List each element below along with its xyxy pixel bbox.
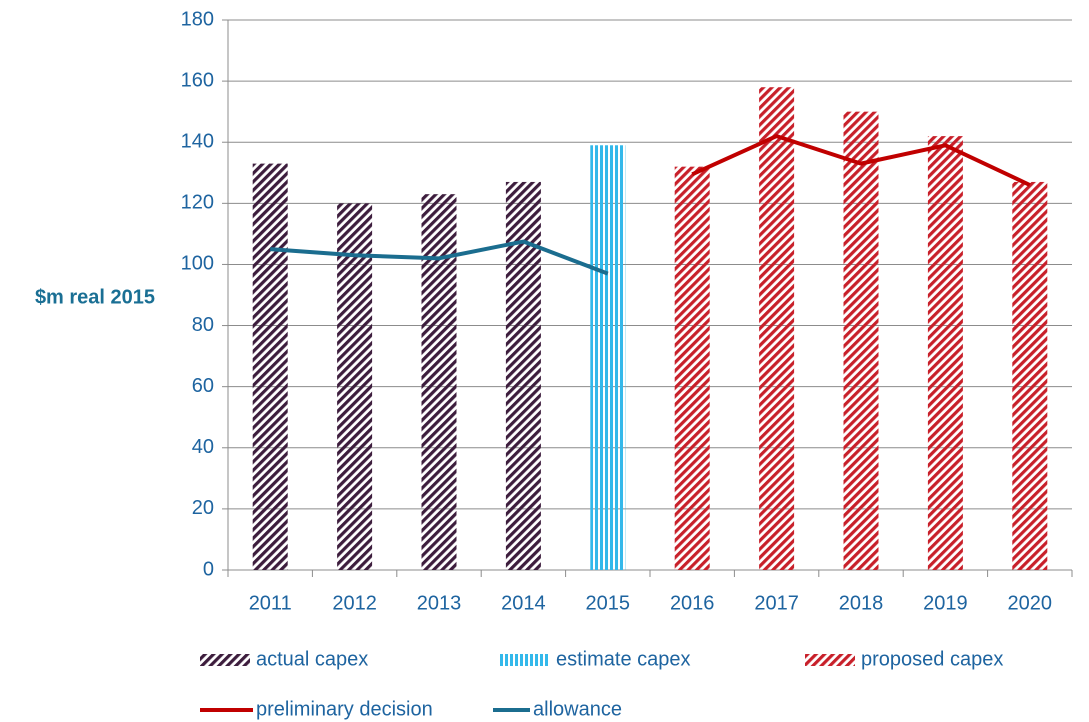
x-tick-label: 2011 <box>249 592 292 614</box>
bar <box>927 136 963 570</box>
legend-label: preliminary decision <box>256 698 433 720</box>
x-tick-label: 2015 <box>586 592 631 614</box>
y-tick-label: 180 <box>181 8 214 30</box>
y-tick-label: 80 <box>192 314 214 336</box>
y-tick-label: 20 <box>192 497 214 519</box>
bar <box>337 203 373 571</box>
bar <box>421 194 457 570</box>
x-tick-label: 2013 <box>417 592 462 614</box>
y-tick-label: 100 <box>181 253 214 275</box>
y-tick-label: 40 <box>192 436 214 458</box>
y-tick-label: 0 <box>203 558 214 580</box>
x-tick-label: 2019 <box>923 592 968 614</box>
legend-label: allowance <box>533 698 622 720</box>
legend-label: actual capex <box>256 648 368 670</box>
y-axis-title: $m real 2015 <box>35 286 155 308</box>
legend-swatch <box>200 654 250 666</box>
bar <box>252 163 288 570</box>
line <box>691 134 1031 187</box>
line <box>270 239 609 276</box>
y-tick-label: 140 <box>181 131 214 153</box>
legend-label: proposed capex <box>861 648 1003 670</box>
y-tick-label: 120 <box>181 192 214 214</box>
y-tick-label: 160 <box>181 69 214 91</box>
x-tick-label: 2014 <box>501 592 546 614</box>
bar <box>843 111 879 571</box>
x-tick-label: 2018 <box>839 592 884 614</box>
bar <box>590 145 626 570</box>
bar <box>1012 181 1048 570</box>
bar <box>759 87 795 570</box>
x-tick-label: 2017 <box>754 592 799 614</box>
legend-swatch <box>805 654 855 666</box>
y-tick-label: 60 <box>192 375 214 397</box>
legend-label: estimate capex <box>556 648 691 670</box>
bar <box>674 166 710 570</box>
legend-swatch <box>500 654 550 666</box>
x-tick-label: 2020 <box>1008 592 1053 614</box>
x-tick-label: 2016 <box>670 592 715 614</box>
x-tick-label: 2012 <box>332 592 377 614</box>
